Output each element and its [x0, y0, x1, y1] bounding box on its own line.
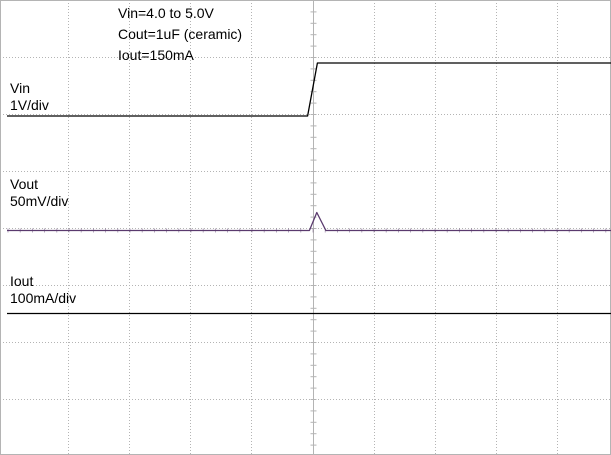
- annotation-vin-range: Vin=4.0 to 5.0V: [118, 5, 214, 21]
- iout-channel-name: Iout: [10, 273, 34, 289]
- iout-channel-scale: 100mA/div: [10, 290, 77, 306]
- annotation-cout: Cout=1uF (ceramic): [118, 26, 243, 42]
- vin-channel-scale: 1V/div: [10, 97, 49, 113]
- waveform-traces: [7, 62, 611, 315]
- vout-channel-scale: 50mV/div: [10, 193, 69, 209]
- vout-trace: [7, 211, 611, 232]
- annotation-iout: Iout=150mA: [118, 47, 194, 63]
- vin-channel-name: Vin: [10, 80, 30, 96]
- vin-trace: [7, 62, 611, 117]
- vout-channel-name: Vout: [10, 176, 39, 192]
